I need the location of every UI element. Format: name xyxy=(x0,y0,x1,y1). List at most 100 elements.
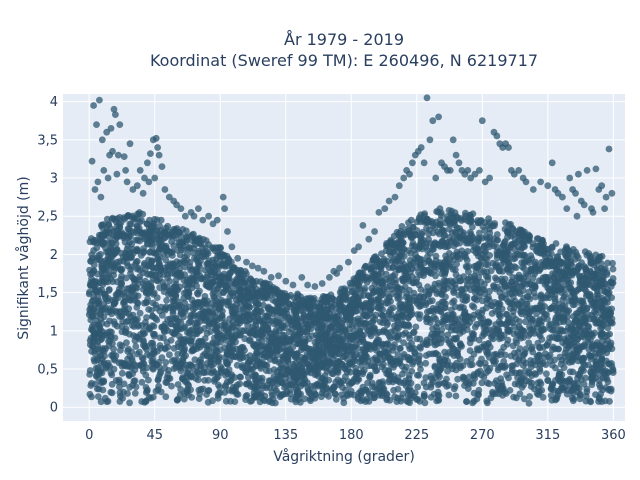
data-point xyxy=(453,248,461,256)
data-point xyxy=(476,367,484,375)
data-point xyxy=(169,315,177,322)
data-point xyxy=(415,358,422,366)
data-point xyxy=(396,294,403,302)
data-point xyxy=(406,303,414,311)
data-point xyxy=(299,308,307,315)
data-point xyxy=(93,244,101,252)
data-point xyxy=(604,299,611,306)
data-point xyxy=(252,302,260,310)
data-point xyxy=(107,275,115,283)
data-point xyxy=(298,364,306,372)
data-point xyxy=(225,343,233,351)
data-point xyxy=(103,229,110,237)
data-point xyxy=(544,377,552,385)
data-point xyxy=(264,286,271,293)
data-point xyxy=(324,342,332,349)
data-point xyxy=(138,378,146,386)
data-point xyxy=(474,237,482,245)
data-point xyxy=(446,218,453,226)
data-point xyxy=(468,330,476,337)
data-point xyxy=(456,225,463,232)
data-point xyxy=(587,252,594,260)
data-point xyxy=(193,330,201,338)
data-point xyxy=(377,386,385,394)
data-point xyxy=(230,264,238,271)
data-point xyxy=(322,390,330,398)
data-point xyxy=(568,358,576,366)
data-point xyxy=(463,358,471,365)
chart-title: År 1979 - 2019 xyxy=(284,30,404,49)
data-point xyxy=(501,364,509,371)
data-point xyxy=(354,272,362,280)
data-point xyxy=(126,296,134,304)
data-point xyxy=(124,213,131,220)
data-point xyxy=(599,374,607,382)
data-point xyxy=(417,366,424,373)
data-point xyxy=(211,294,218,301)
data-point xyxy=(187,386,195,394)
data-point xyxy=(334,333,342,341)
data-point xyxy=(570,380,577,388)
data-point xyxy=(540,294,548,301)
data-point xyxy=(392,376,400,384)
data-point xyxy=(507,305,514,312)
data-point xyxy=(419,229,426,236)
data-point xyxy=(562,346,570,354)
data-point xyxy=(340,316,347,324)
data-point xyxy=(134,292,142,300)
data-point xyxy=(489,222,496,230)
data-point xyxy=(252,393,259,401)
data-point xyxy=(475,386,483,394)
data-point xyxy=(456,340,464,347)
data-point xyxy=(490,235,498,243)
data-point xyxy=(546,325,554,333)
data-point xyxy=(574,286,582,294)
data-point xyxy=(465,379,473,386)
data-point xyxy=(110,345,117,353)
data-point xyxy=(101,394,109,402)
data-point xyxy=(564,276,572,284)
data-point xyxy=(497,385,505,393)
data-point xyxy=(121,293,128,301)
data-point xyxy=(194,249,202,257)
data-point xyxy=(221,273,229,281)
data-point xyxy=(514,243,522,251)
data-point xyxy=(492,260,500,268)
data-point xyxy=(517,325,524,332)
data-point xyxy=(164,343,172,351)
data-point xyxy=(546,254,554,262)
data-point xyxy=(506,387,514,394)
data-point xyxy=(181,390,188,397)
data-point xyxy=(308,321,316,329)
data-point xyxy=(228,387,236,395)
data-point xyxy=(347,390,354,398)
data-point xyxy=(398,223,406,230)
data-point xyxy=(385,367,393,374)
data-point xyxy=(607,318,615,326)
data-point xyxy=(108,239,116,247)
data-point xyxy=(573,267,580,274)
data-point xyxy=(394,319,402,327)
data-point xyxy=(509,342,517,350)
data-point xyxy=(134,280,142,288)
data-point xyxy=(197,359,205,366)
data-point xyxy=(87,316,95,324)
data-point xyxy=(284,358,292,366)
data-point xyxy=(603,271,611,278)
data-point xyxy=(582,288,590,295)
data-point xyxy=(582,318,589,326)
data-point xyxy=(543,370,550,378)
data-point xyxy=(436,356,443,364)
data-point xyxy=(252,317,260,325)
data-point xyxy=(128,354,136,362)
data-point xyxy=(435,279,443,287)
data-point xyxy=(451,303,459,311)
data-point xyxy=(279,379,287,387)
data-point xyxy=(348,358,356,366)
data-point xyxy=(246,303,254,311)
data-point xyxy=(226,377,234,385)
data-point xyxy=(451,383,459,390)
data-point xyxy=(513,394,520,402)
data-point xyxy=(210,346,218,353)
data-point xyxy=(164,222,172,230)
